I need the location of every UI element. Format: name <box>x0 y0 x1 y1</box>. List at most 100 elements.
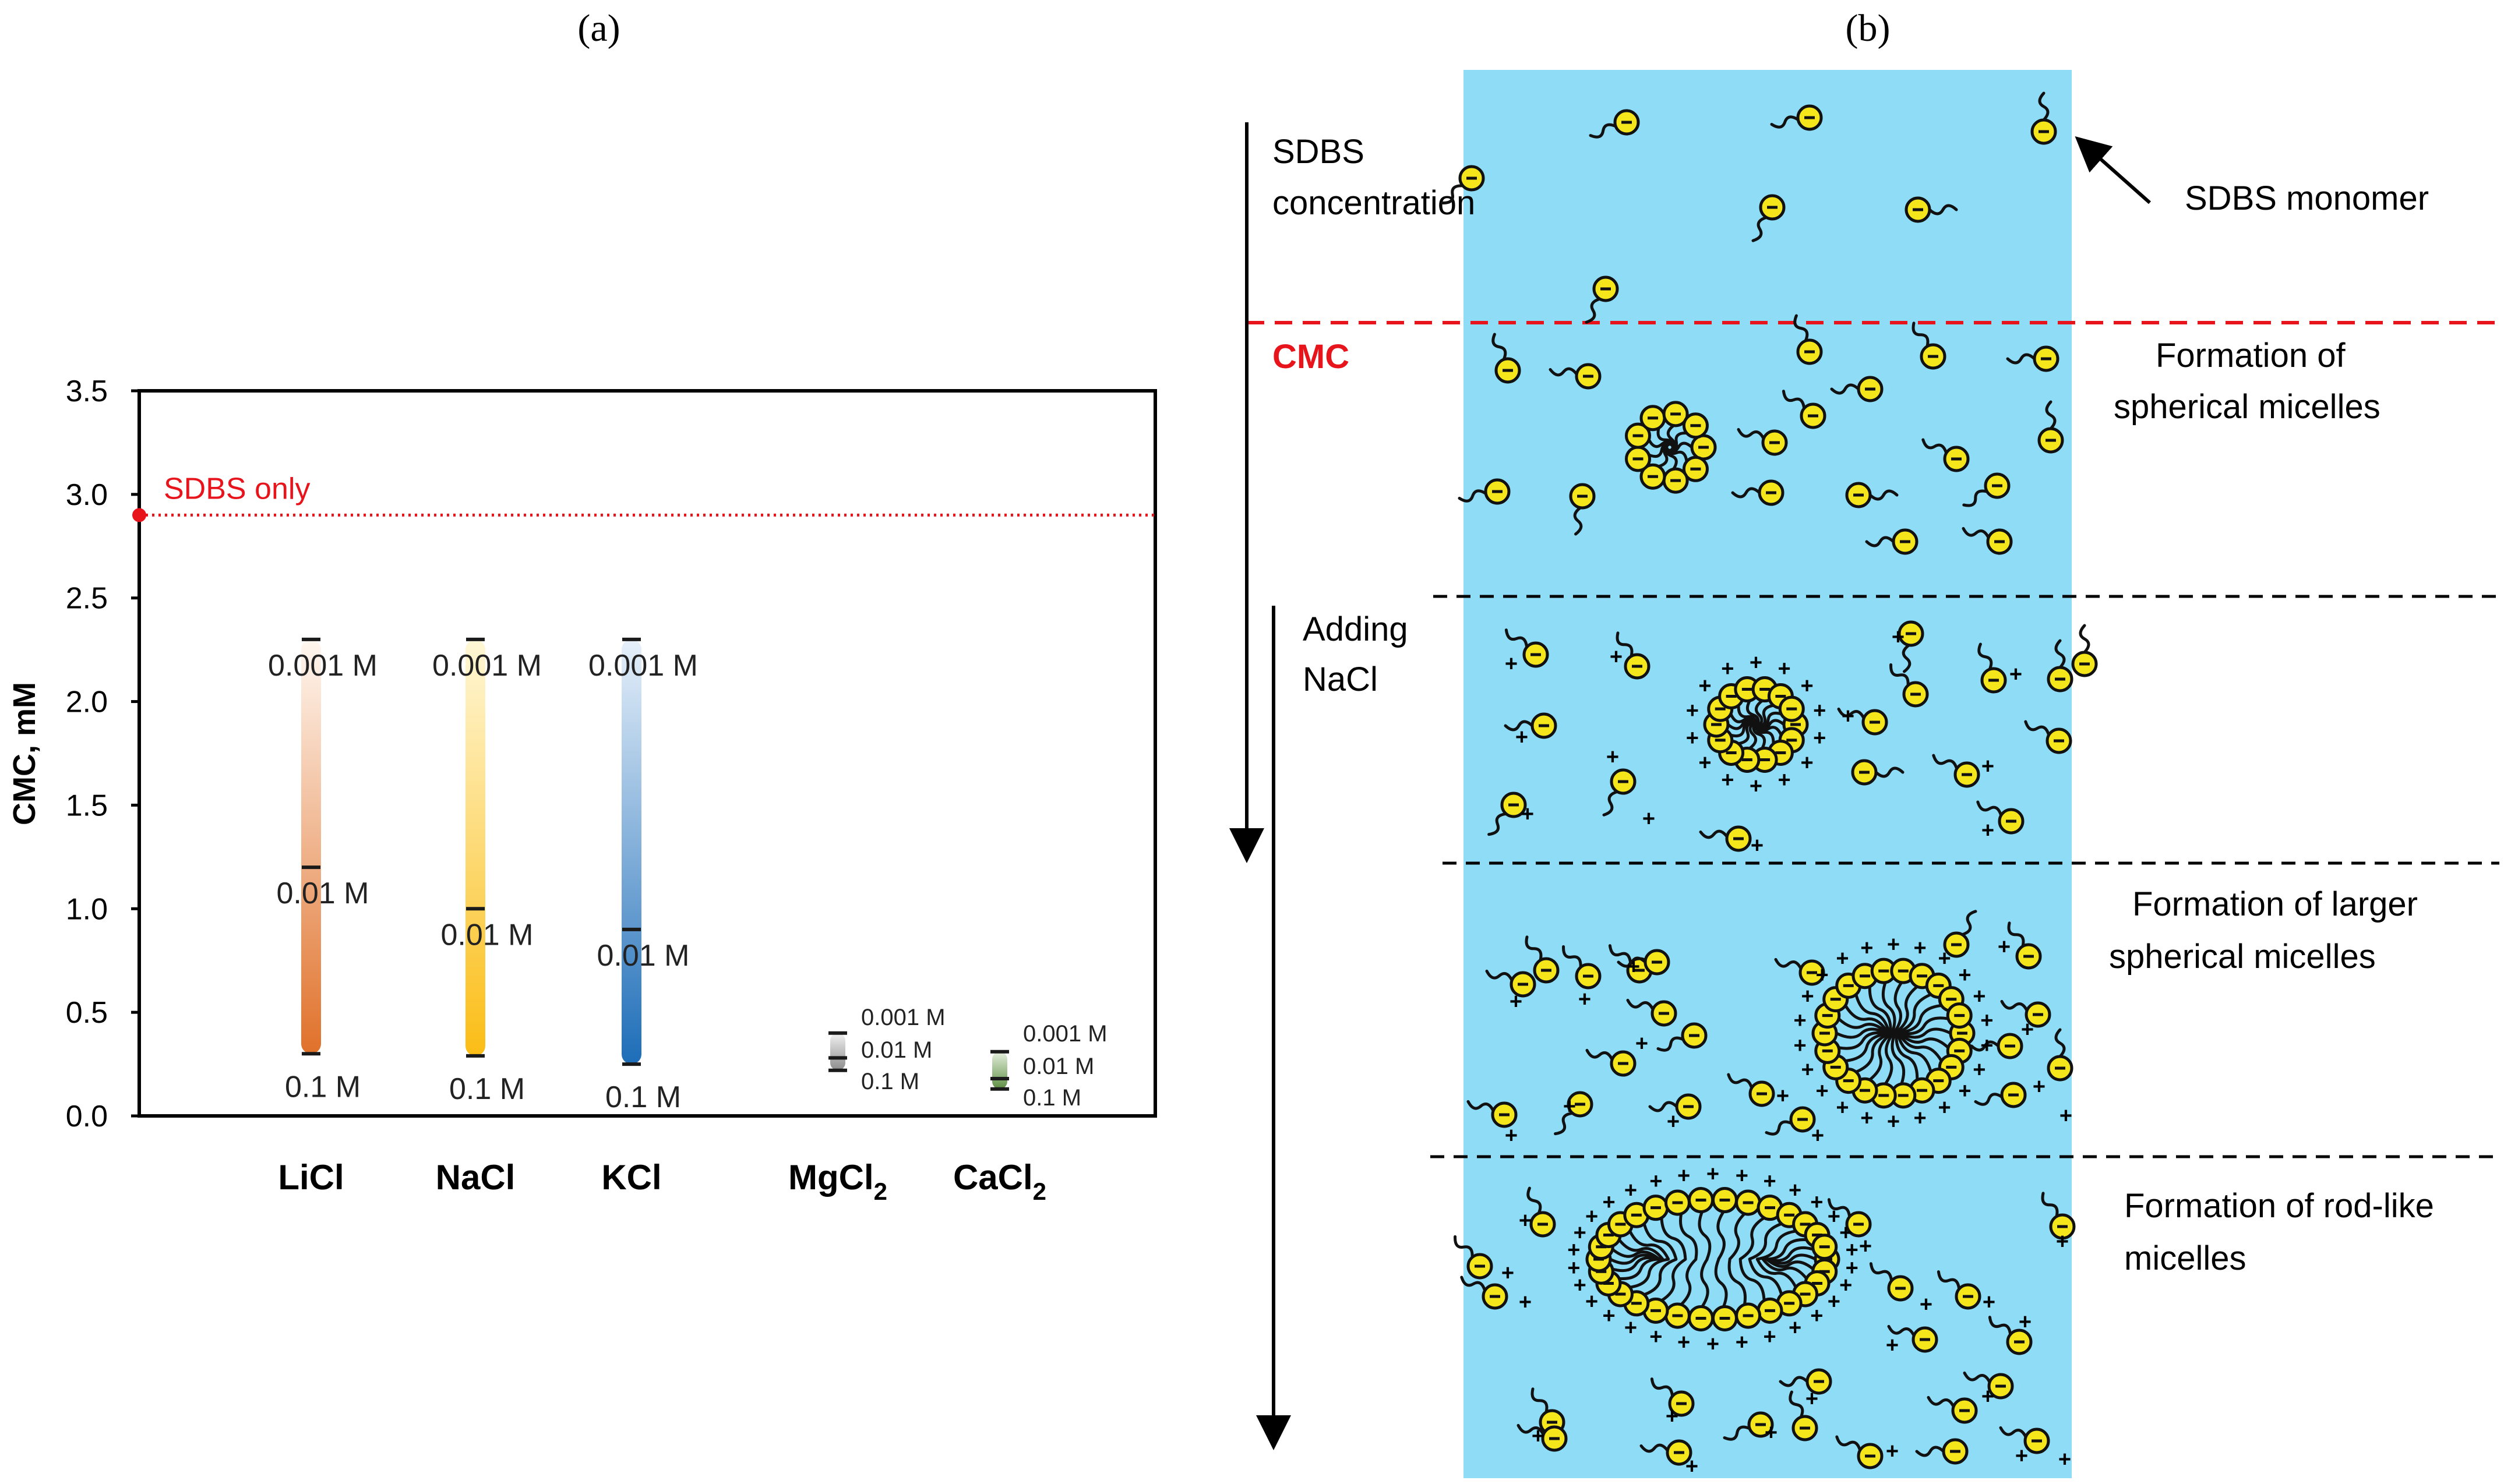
sodium-ion: + <box>1886 1333 1899 1358</box>
sdbs-monomer <box>1616 631 1651 680</box>
surfactant-tail <box>1835 1435 1862 1452</box>
surfactant-tail <box>1962 527 1990 539</box>
sodium-ion: + <box>1574 1273 1586 1298</box>
sdbs-monomer <box>1458 478 1511 505</box>
reference-label: SDBS only <box>164 472 310 506</box>
surfactant-tail <box>1895 1033 1919 1082</box>
sdbs-monomer <box>2047 1028 2073 1082</box>
sodium-ion: + <box>1815 963 1828 987</box>
y-tick-label: 0.5 <box>66 996 108 1030</box>
x-label-text: LiCl <box>278 1158 344 1197</box>
sdbs-monomer <box>1779 1368 1832 1395</box>
sodium-ion: + <box>1778 768 1790 793</box>
sodium-ion: + <box>1624 1316 1637 1340</box>
sodium-ion: + <box>1938 946 1951 971</box>
sdbs-monomer <box>1774 957 1825 986</box>
surfactant-tail <box>1977 642 1993 671</box>
surfactant-tail <box>1554 1111 1574 1136</box>
surfactant-tail <box>1611 1248 1661 1261</box>
surfactant-tail <box>1896 1032 1932 1073</box>
surfactant-tail <box>1491 333 1507 361</box>
surfactant-tail <box>1974 1093 2004 1106</box>
stage-1-label-line-1: Formation of <box>2156 337 2346 374</box>
surfactant-tail <box>1868 1033 1892 1082</box>
sdbs-monomer <box>1865 528 1918 555</box>
sodium-ion: + <box>1501 1261 1514 1285</box>
sodium-ion: + <box>2019 1310 2032 1334</box>
bar-licl <box>301 639 321 1054</box>
sodium-ion: + <box>1846 1238 1858 1263</box>
surfactant-tail <box>1642 1257 1678 1296</box>
surfactant-tail <box>1679 1212 1698 1261</box>
reference-point <box>132 508 146 522</box>
surfactant-tail <box>1738 1216 1766 1261</box>
surfactant-tail <box>1626 998 1655 1011</box>
surfactant-tail <box>1648 1101 1678 1112</box>
surfactant-tail <box>1889 663 1910 687</box>
sodium-ion: + <box>1585 1204 1598 1229</box>
sodium-ion: + <box>2056 1229 2069 1254</box>
sdbs-monomer <box>1837 707 1888 736</box>
sodium-ion: + <box>1505 1123 1518 1148</box>
surfactant-tail <box>1504 720 1534 732</box>
surfactant-tail <box>1699 829 1729 839</box>
sdbs-monomer <box>1751 194 1786 242</box>
surfactant-tail <box>2000 999 2029 1012</box>
surfactant-tail <box>1460 1275 1487 1292</box>
surfactant-tail <box>1755 1257 1797 1289</box>
surfactant-tail <box>1898 1016 1950 1036</box>
micelle <box>1624 401 1717 494</box>
sdbs-monomer <box>1912 321 1946 370</box>
sodium-ion: + <box>1859 1234 1872 1259</box>
surfactant-tail <box>1752 719 1766 750</box>
sdbs-monomer <box>1999 1426 2050 1454</box>
surfactant-tail <box>1988 1316 2012 1336</box>
sodium-ion: + <box>1981 818 1994 843</box>
surfactant-tail <box>1754 699 1764 730</box>
sodium-ion: + <box>1610 645 1623 669</box>
surfactant-tail <box>1698 1210 1712 1261</box>
sodium-ion: + <box>1860 1106 1873 1130</box>
sdbs-monomer <box>1639 1439 1692 1466</box>
surfactant-tail <box>1731 487 1761 499</box>
surfactant-tail <box>1963 1371 1991 1384</box>
surfactant-tail <box>1844 1032 1889 1063</box>
surfactant-tail <box>1830 383 1860 395</box>
sodium-ion: + <box>1810 1304 1823 1328</box>
surfactant-tail <box>1868 489 1899 501</box>
sdbs-monomer <box>1569 483 1596 536</box>
sdbs-monomer <box>1851 759 1905 786</box>
sodium-ion: + <box>1860 936 1873 960</box>
sdbs-monomer <box>1830 376 1884 402</box>
surfactant-tail <box>1628 1229 1670 1261</box>
sdbs-monomer <box>1898 620 1924 673</box>
sodium-ion: + <box>1606 745 1619 769</box>
micelle <box>1703 676 1809 773</box>
x-label-mgcl: MgCl2 <box>788 1158 887 1205</box>
sdbs-monomer <box>1988 1316 2033 1355</box>
sdbs-monomer <box>1976 800 2025 835</box>
concentration-label: 0.01 M <box>861 1037 932 1063</box>
stage-2-label-line-2: spherical micelles <box>2109 938 2376 976</box>
stage-1-label-line-2: spherical micelles <box>2114 388 2380 426</box>
sodium-ion: + <box>1813 698 1826 723</box>
surfactant-tail <box>1549 367 1578 377</box>
sodium-ion: + <box>1686 698 1699 723</box>
sodium-ion: + <box>1649 1324 1662 1349</box>
surfactant-tail <box>1642 1222 1678 1261</box>
surfactant-tail <box>1660 1257 1687 1302</box>
surfactant-tail <box>1526 1186 1542 1215</box>
surfactant-tail <box>1999 1426 2027 1439</box>
surfactant-tail <box>1616 631 1634 658</box>
bar-kcl <box>622 639 641 1065</box>
sodium-ion: + <box>1721 768 1734 793</box>
surfactant-tail <box>1738 1257 1766 1302</box>
surfactant-tail <box>1898 1032 1943 1063</box>
sodium-ion: + <box>1563 1094 1576 1119</box>
sdbs-monomer <box>1962 527 2013 555</box>
surfactant-tail <box>2054 1028 2066 1058</box>
surfactant-tail <box>1937 1270 1961 1291</box>
sdbs-monomer <box>1549 363 1602 390</box>
x-axis-labels: LiCl NaCl KCl MgCl2 CaCl2 <box>278 1158 1046 1205</box>
